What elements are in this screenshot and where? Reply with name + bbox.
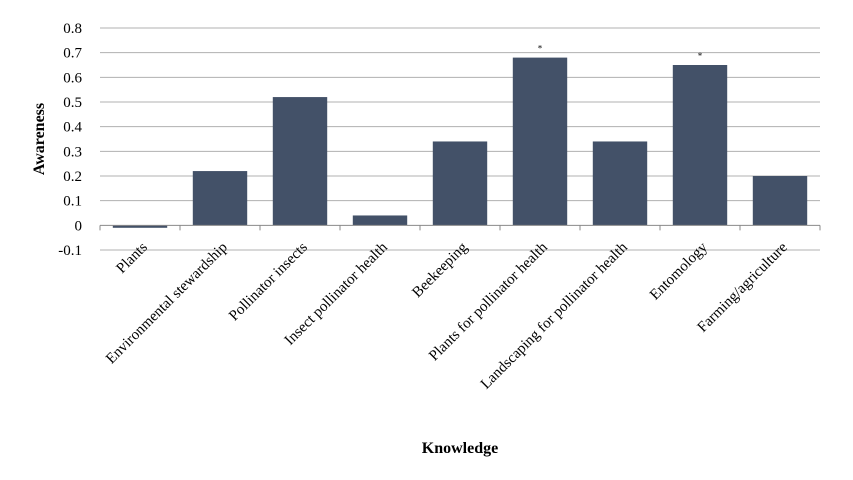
y-tick-label: -0.1: [58, 243, 82, 259]
bar: [592, 141, 648, 226]
bar: [752, 176, 808, 226]
x-category-label: Entomology: [647, 239, 711, 303]
y-tick-label: 0: [75, 218, 83, 234]
bar: [192, 171, 248, 226]
significance-marker: *: [698, 51, 703, 61]
x-category-label: Beekeeping: [409, 239, 471, 301]
y-axis-title: Awareness: [31, 103, 48, 175]
y-tick-label: 0.5: [63, 95, 82, 111]
bar: [352, 215, 408, 226]
x-category-label: Plants: [114, 239, 151, 276]
x-axis-title: Knowledge: [422, 440, 498, 457]
bar: [112, 225, 168, 228]
y-tick-label: 0.8: [63, 21, 82, 37]
x-category-label: Pollinator insects: [226, 239, 311, 324]
y-tick-label: 0.6: [63, 70, 82, 86]
bar: [672, 65, 728, 226]
y-axis-ticks: -0.1 0 0.1 0.2 0.3 0.4 0.5 0.6 0.7 0.8: [58, 21, 82, 259]
bars: [112, 57, 808, 228]
y-tick-label: 0.1: [63, 194, 82, 210]
significance-marker: *: [538, 44, 543, 54]
x-category-label: Landscaping for pollinator health: [478, 239, 631, 392]
y-tick-label: 0.3: [63, 144, 82, 160]
y-tick-label: 0.2: [63, 169, 82, 185]
y-tick-label: 0.4: [63, 120, 82, 136]
x-category-label: Farming/agriculture: [695, 239, 791, 335]
y-tick-label: 0.7: [63, 46, 82, 62]
bar: [272, 97, 328, 226]
bar: [512, 57, 568, 226]
bar: [432, 141, 488, 226]
bar-annotations: **: [538, 44, 703, 61]
